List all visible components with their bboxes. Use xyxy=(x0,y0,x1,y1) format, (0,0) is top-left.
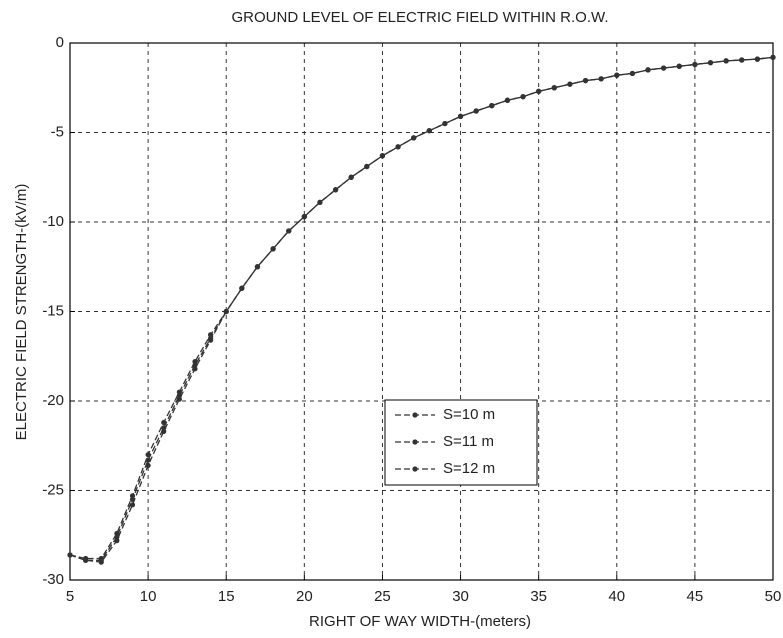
chart-title: GROUND LEVEL OF ELECTRIC FIELD WITHIN R.… xyxy=(232,9,609,26)
data-point xyxy=(770,54,776,60)
data-point xyxy=(426,128,432,134)
y-tick-label: -20 xyxy=(42,392,64,409)
data-point xyxy=(614,72,620,78)
legend-label: S=11 m xyxy=(443,433,494,450)
data-point xyxy=(692,61,698,68)
data-point xyxy=(145,462,151,469)
data-point xyxy=(473,108,479,114)
data-point xyxy=(192,359,198,365)
plot-frame xyxy=(69,42,774,581)
y-tick-label: -25 xyxy=(42,481,64,498)
data-point xyxy=(176,396,182,402)
data-point xyxy=(676,63,682,69)
x-tick-label: 10 xyxy=(140,588,157,605)
data-point xyxy=(83,557,89,563)
data-point xyxy=(114,530,120,537)
y-tick-label: -15 xyxy=(42,302,64,319)
x-tick-label: 15 xyxy=(218,588,235,605)
data-point xyxy=(98,559,104,565)
data-point xyxy=(457,113,464,119)
y-axis-label: ELECTRIC FIELD STRENGTH-(kV/m) xyxy=(13,184,30,441)
y-tick-label: -5 xyxy=(51,123,64,140)
data-point xyxy=(551,85,557,91)
data-point xyxy=(536,88,542,94)
x-tick-label: 5 xyxy=(66,588,74,605)
data-point xyxy=(411,135,417,141)
data-point xyxy=(208,337,214,343)
data-point xyxy=(129,502,136,508)
data-point xyxy=(270,246,276,252)
data-point xyxy=(192,366,198,372)
data-point xyxy=(67,552,73,558)
legend-marker xyxy=(412,412,418,418)
data-point xyxy=(364,163,370,170)
data-point xyxy=(114,534,120,540)
data-point xyxy=(239,285,245,291)
x-tick-label: 40 xyxy=(608,588,625,605)
data-point xyxy=(332,187,339,193)
data-point xyxy=(489,103,495,109)
data-point xyxy=(379,153,386,159)
legend-box xyxy=(384,399,538,486)
data-point xyxy=(161,428,167,435)
data-point xyxy=(661,65,667,71)
data-point xyxy=(567,81,573,87)
data-point xyxy=(114,538,120,544)
data-point xyxy=(629,70,636,77)
x-tick-label: 25 xyxy=(374,588,391,605)
legend-marker xyxy=(412,466,418,472)
legend: S=10 m S=11 m S=12 m xyxy=(384,399,538,486)
legend-label: S=12 m xyxy=(443,460,495,477)
data-point xyxy=(598,76,604,82)
data-point xyxy=(645,67,651,73)
data-point xyxy=(223,308,229,315)
x-axis-label: RIGHT OF WAY WIDTH-(meters) xyxy=(309,613,531,630)
data-point xyxy=(301,214,307,220)
data-point xyxy=(317,199,323,205)
x-tick-label: 30 xyxy=(452,588,469,605)
data-point xyxy=(254,264,261,270)
data-point xyxy=(739,57,745,63)
data-point xyxy=(504,97,511,103)
y-tick-label: -10 xyxy=(42,213,64,230)
y-tick-label: -30 xyxy=(42,571,64,588)
data-point xyxy=(707,60,714,66)
data-point xyxy=(754,56,760,62)
data-point xyxy=(395,144,401,150)
x-tick-label: 35 xyxy=(530,588,547,605)
x-tick-label: 45 xyxy=(687,588,704,605)
legend-marker xyxy=(412,439,418,445)
data-point xyxy=(520,94,526,100)
data-point xyxy=(582,77,589,84)
data-point xyxy=(442,120,448,127)
legend-label: S=10 m xyxy=(443,406,495,423)
data-point xyxy=(192,362,198,368)
x-tick-label: 50 xyxy=(765,588,782,605)
series-line xyxy=(69,56,774,563)
data-point xyxy=(723,58,729,64)
y-tick-label: 0 xyxy=(56,34,64,51)
data-point xyxy=(286,228,292,234)
x-tick-label: 20 xyxy=(296,588,313,605)
data-point xyxy=(348,174,354,180)
